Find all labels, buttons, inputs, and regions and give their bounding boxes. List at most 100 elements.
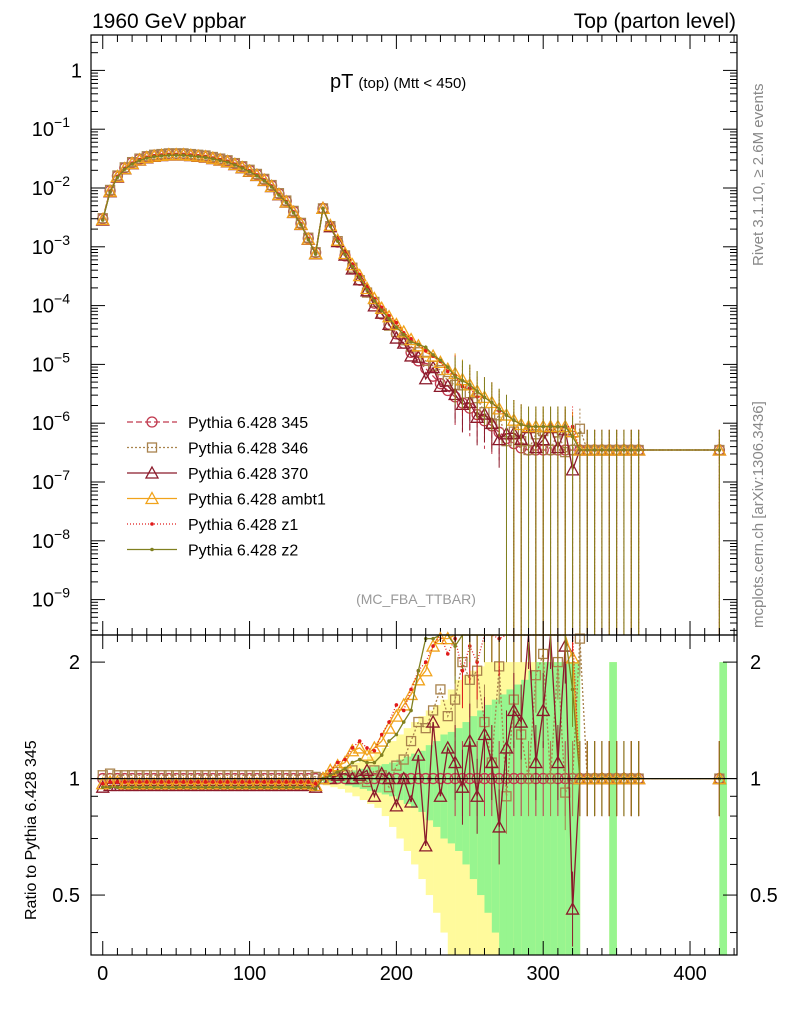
series-5-main-point — [299, 222, 303, 227]
series-4-main — [100, 152, 722, 635]
series-5-main-point — [108, 190, 112, 194]
series-4-main-point — [445, 369, 450, 374]
series-5-ratio-point — [144, 785, 149, 790]
ratio-panel: 0.5 0.5 1 1 2 2 0 100 200 300 400 Ratio to Pythia… — [23, 631, 778, 985]
series-3-ratio-point — [374, 733, 389, 747]
series-5-main-point — [174, 153, 178, 158]
series-5-ratio-point — [372, 760, 377, 765]
series-5-main-point — [130, 162, 134, 166]
legend-label: Pythia 6.428 z2 — [188, 543, 298, 560]
series-2-ratio-point — [484, 755, 499, 769]
legend-item: Pythia 6.428 z2 — [127, 543, 298, 560]
series-5-ratio-point — [394, 732, 399, 737]
series-5-main-point — [541, 424, 545, 429]
series-3-ratio-point — [425, 638, 441, 652]
legend-marker — [144, 491, 160, 505]
main-panel: 110−110−210−310−410−510−610−710−810−9 pT… — [32, 34, 738, 636]
series-2-ratio-point — [411, 747, 426, 761]
series-5-ratio-point — [181, 785, 186, 790]
series-4-ratio-point — [152, 780, 156, 784]
series-5-ratio-point — [416, 668, 421, 673]
series-3-ratio-point — [359, 747, 375, 761]
series-2-ratio-point — [499, 740, 514, 754]
series-4-ratio-line — [102, 633, 720, 785]
series-3-main-point — [418, 344, 433, 358]
series-5-main-point — [247, 169, 252, 174]
series-5-main-point — [585, 448, 590, 452]
series-4-ratio-point — [203, 780, 208, 784]
series-2-main-point — [359, 283, 375, 297]
series-1-ratio-point — [449, 694, 461, 705]
series-2-ratio-point — [448, 755, 463, 769]
series-5-main — [100, 153, 722, 635]
series-3-main-point — [176, 147, 191, 161]
series-4-ratio-point — [159, 780, 164, 784]
series-4-ratio-point — [431, 644, 435, 648]
series-3-main-point — [301, 231, 316, 245]
series-4-ratio-point — [262, 780, 267, 784]
series-3-main-point — [433, 355, 448, 369]
series-4-ratio-point — [218, 780, 222, 784]
series-5-main-point — [512, 418, 516, 422]
series-5-main-point — [144, 156, 149, 160]
ratio-x-tick-label: 400 — [673, 963, 706, 985]
ratio-band-inner — [455, 728, 463, 851]
ratio-band-inner — [506, 689, 515, 955]
ratio-band-inner — [572, 662, 581, 955]
svg-text:pT(top) (Mtt < 450): pT (top) (Mtt < 450) — [330, 71, 466, 93]
series-1-ratio-point — [574, 633, 586, 644]
series-5-main-point — [570, 434, 575, 439]
mcplots-label: mcplots.cern.ch [arXiv:1306.3436] — [750, 401, 767, 628]
title-sub: (top) (Mtt < 450) — [358, 75, 466, 92]
series-5-main-point — [225, 160, 230, 164]
series-2-ratio-point — [389, 798, 404, 812]
series-5-ratio-point — [291, 785, 296, 790]
main-y-tick-exp: −2 — [54, 173, 70, 189]
series-4-ratio-point — [401, 708, 406, 713]
main-y-tick-base: 10 — [32, 472, 54, 494]
series-5-ratio-point — [225, 785, 230, 790]
series-3-ratio-point — [315, 771, 331, 785]
series-2-ratio-point — [550, 755, 565, 769]
series-5-main-point — [592, 448, 597, 452]
legend-label: Pythia 6.428 z1 — [188, 517, 298, 534]
series-5-ratio-point — [335, 770, 340, 774]
series-2-ratio-point — [403, 794, 419, 808]
main-y-tick-base: 10 — [32, 590, 54, 612]
series-4-ratio-point — [335, 760, 340, 765]
series-4-ratio-point — [167, 780, 171, 784]
ratio-band-inner — [535, 662, 544, 955]
main-y-tick-exp: −6 — [54, 408, 70, 424]
main-y-tick-label: 10−3 — [32, 232, 70, 259]
series-5-ratio-point — [313, 787, 318, 791]
legend-marker — [144, 465, 160, 479]
series-5-main-point — [321, 206, 325, 211]
series-5-main-point — [122, 167, 127, 171]
series-4-ratio-point — [130, 780, 134, 784]
series-5-ratio-point — [100, 785, 105, 790]
series-2-ratio-point — [418, 838, 433, 852]
series-3-main-point — [293, 216, 309, 230]
ratio-band-inner — [521, 679, 529, 955]
series-3-main-point — [315, 201, 331, 215]
series-5-main-point — [181, 153, 186, 158]
series-5-main-point — [357, 275, 362, 280]
series-2-ratio-point — [514, 714, 529, 728]
series-3-main-point — [374, 300, 389, 314]
ratio-band-inner — [543, 662, 551, 955]
legend-item: Pythia 6.428 345 — [127, 415, 308, 432]
series-4-ratio-point — [394, 703, 399, 707]
main-y-tick-label: 10−6 — [32, 408, 70, 435]
series-1-ratio-point — [383, 782, 395, 793]
series-5-main-point — [306, 237, 311, 242]
series-3-main-point — [95, 212, 110, 226]
series-5-main-point — [423, 345, 428, 350]
plot-title: pT (top) (Mtt < 450) — [330, 71, 466, 93]
series-5-main-point — [218, 158, 222, 163]
series-4-ratio-point — [240, 780, 245, 784]
series-1-ratio-point — [391, 760, 402, 771]
analysis-label: (MC_FBA_TTBAR) — [356, 591, 476, 607]
series-5-main-point — [548, 424, 553, 429]
series-5-main-point — [504, 413, 509, 417]
